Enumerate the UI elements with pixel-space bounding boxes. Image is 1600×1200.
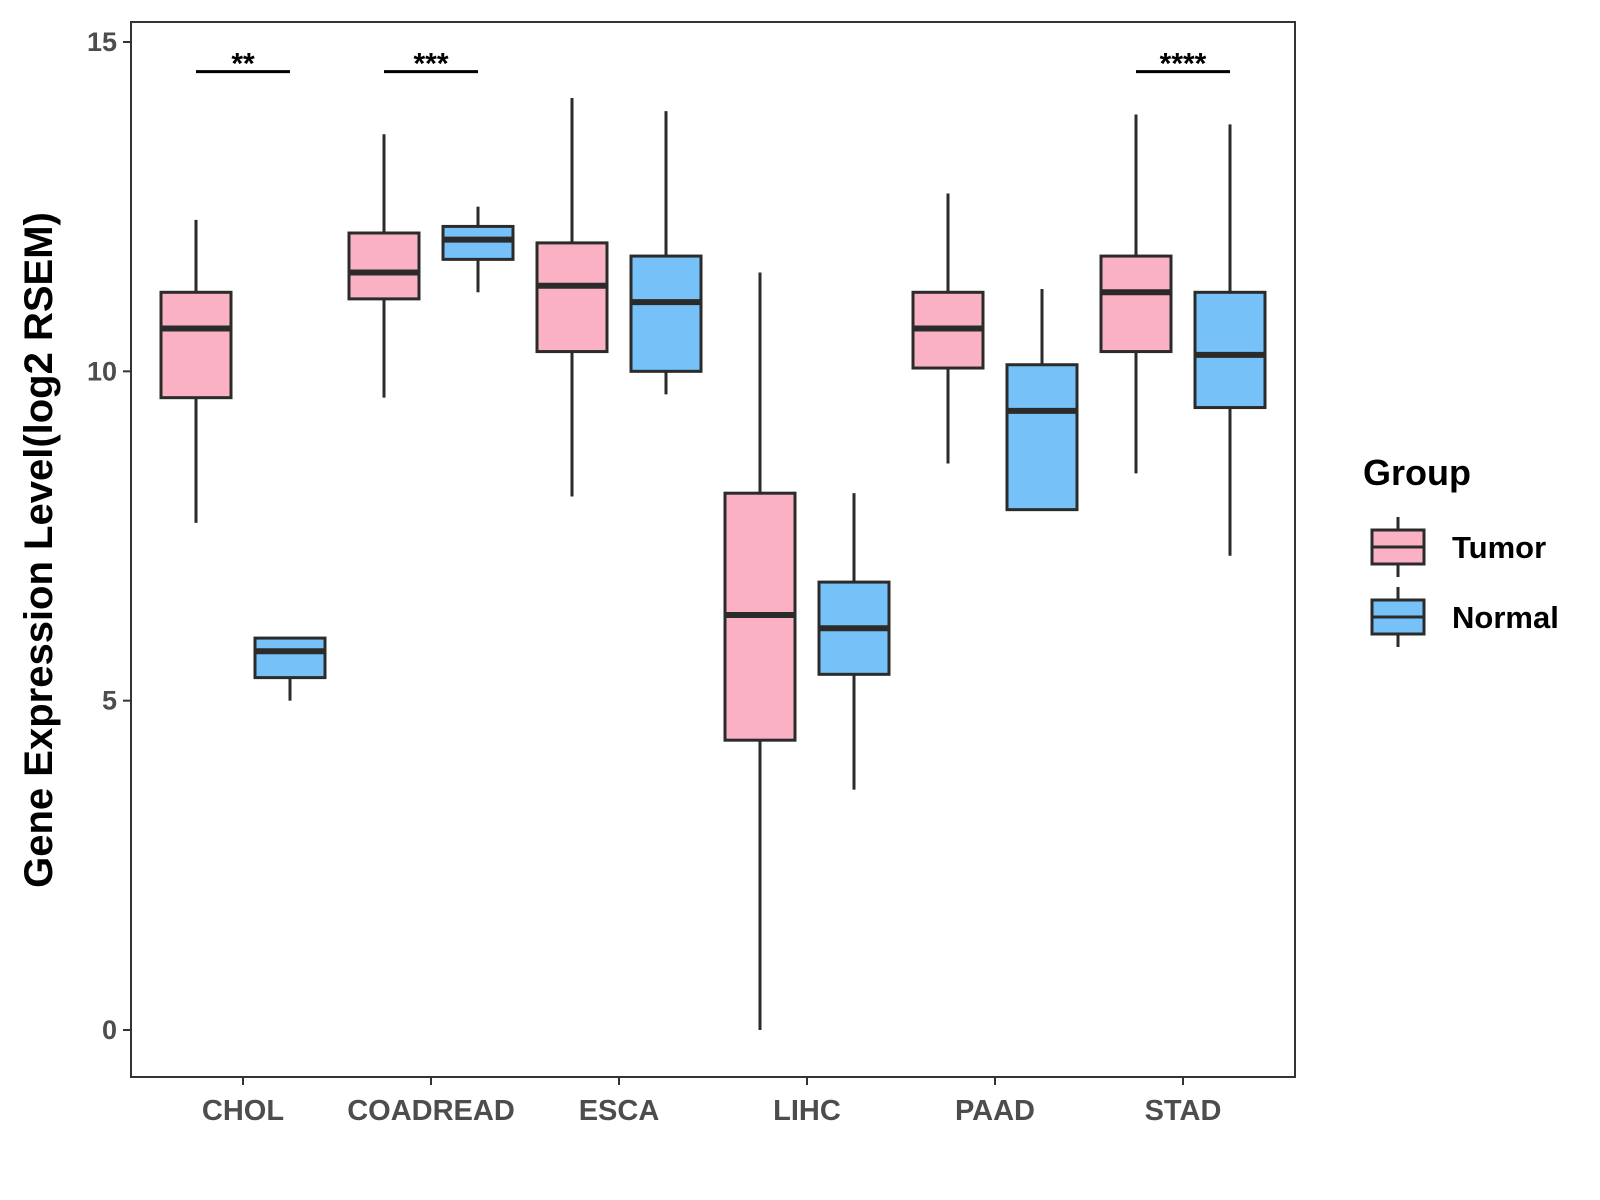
box-normal-esca: [629, 111, 703, 395]
legend-label-normal: Normal: [1452, 600, 1559, 635]
box-tumor-esca: [535, 97, 609, 497]
x-tick-label: PAAD: [955, 1095, 1035, 1127]
box-body: [441, 224, 515, 261]
box-normal-coadread: [441, 206, 515, 293]
box-body: [347, 231, 421, 301]
legend: Group Tumor Normal: [1363, 452, 1559, 647]
significance-label: **: [231, 48, 255, 81]
box-normal-chol: [253, 636, 327, 701]
box-body: [1005, 363, 1079, 512]
box-tumor-coadread: [347, 134, 421, 398]
x-tick-label: LIHC: [773, 1095, 841, 1127]
box-body: [535, 241, 609, 354]
y-tick-label: 0: [102, 1015, 117, 1045]
box-series: [159, 97, 1267, 1030]
y-tick-label: 10: [87, 356, 117, 386]
box-body: [629, 254, 703, 373]
box-tumor-lihc: [723, 272, 797, 1030]
x-tick-label: COADREAD: [347, 1095, 515, 1127]
box-normal-paad: [1005, 289, 1079, 512]
box-body: [253, 636, 327, 680]
box-normal-lihc: [817, 493, 891, 790]
significance-label: ***: [413, 48, 448, 81]
y-tick-label: 15: [87, 27, 117, 57]
plot-panel: [130, 21, 1296, 1078]
x-tick-label: STAD: [1145, 1095, 1222, 1127]
y-tick-label: 5: [102, 686, 117, 716]
box-body: [1193, 290, 1267, 410]
significance-label: ****: [1160, 48, 1207, 81]
box-body: [1099, 254, 1173, 354]
box-tumor-paad: [911, 193, 985, 464]
x-tick-label: CHOL: [202, 1095, 284, 1127]
legend-title: Group: [1363, 452, 1471, 493]
box-normal-stad: [1193, 124, 1267, 556]
x-tick-label: ESCA: [579, 1095, 660, 1127]
y-axis: 0 5 10 15: [87, 27, 131, 1045]
box-tumor-chol: [159, 219, 233, 523]
x-axis: CHOL COADREAD ESCA LIHC PAAD STAD: [202, 1077, 1221, 1127]
box-body: [159, 290, 233, 400]
significance-annotations: ** *** ****: [196, 48, 1230, 81]
legend-label-tumor: Tumor: [1452, 530, 1546, 565]
box-tumor-stad: [1099, 114, 1173, 474]
y-axis-title: Gene Expression Level(log2 RSEM): [17, 212, 61, 888]
